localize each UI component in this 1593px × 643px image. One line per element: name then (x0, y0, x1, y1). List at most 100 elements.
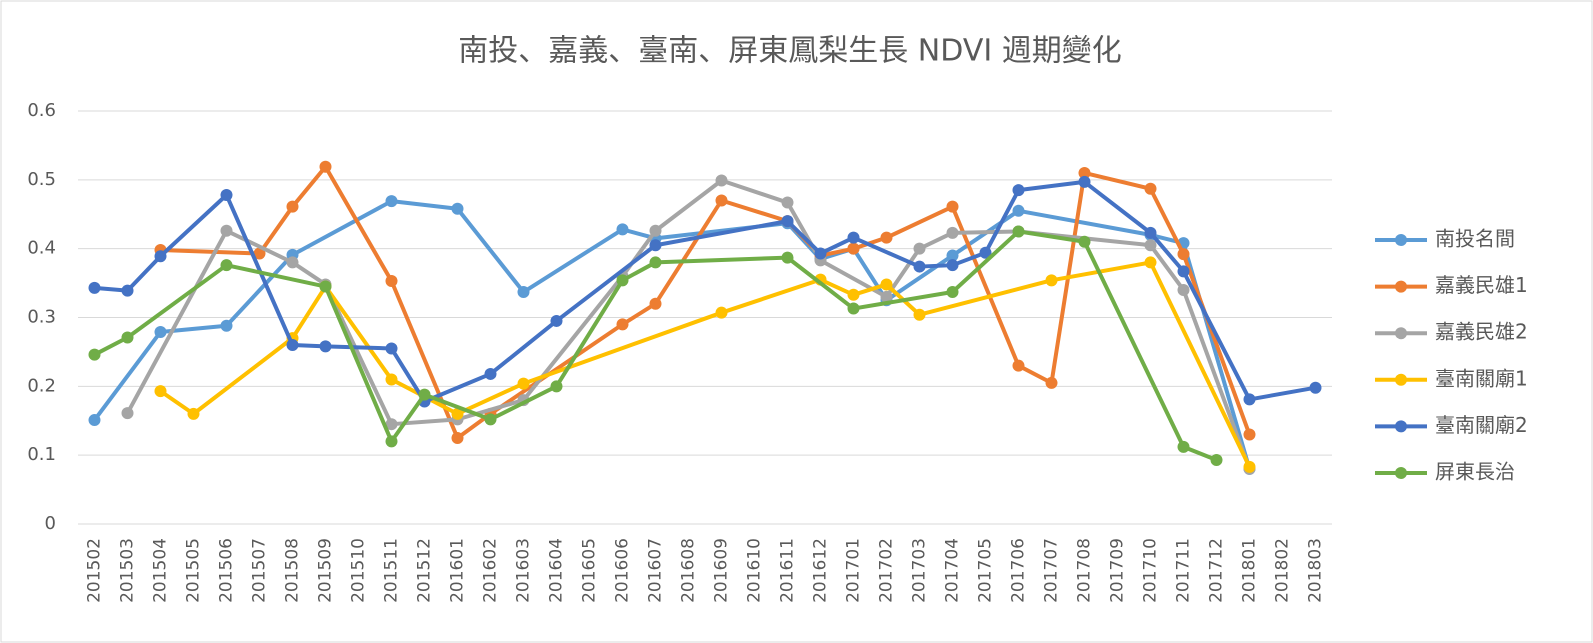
chart-title: 南投、嘉義、臺南、屏東鳳梨生長 NDVI 週期變化 (458, 34, 1121, 69)
legend-label: 屏東長治 (1435, 460, 1515, 484)
data-point (1177, 283, 1190, 296)
data-point (1144, 226, 1157, 239)
data-point (1144, 256, 1157, 269)
data-point (1012, 184, 1025, 197)
x-tick-label: 201603 (514, 538, 534, 603)
x-tick-label: 201706 (1009, 538, 1029, 603)
data-point (1177, 440, 1190, 453)
data-point (715, 174, 728, 187)
x-tick-label: 201701 (844, 538, 864, 603)
x-tick-label: 201704 (943, 538, 963, 603)
data-point (847, 242, 860, 255)
data-point (1144, 182, 1157, 195)
x-tick-label: 201508 (283, 538, 303, 603)
x-tick-label: 201803 (1306, 538, 1326, 603)
data-point (946, 249, 959, 262)
data-point (319, 340, 332, 353)
data-point (187, 407, 200, 420)
data-point (880, 278, 893, 291)
data-point (385, 418, 398, 431)
data-point (946, 226, 959, 239)
data-point (220, 188, 233, 201)
y-tick-label: 0.1 (27, 444, 56, 465)
data-point (946, 286, 959, 299)
data-point (649, 297, 662, 310)
data-point (1210, 453, 1223, 466)
x-tick-label: 201707 (1042, 538, 1062, 603)
data-point (913, 308, 926, 321)
data-point (88, 414, 101, 427)
data-point (880, 290, 893, 303)
data-point (385, 435, 398, 448)
data-point (715, 194, 728, 207)
x-tick-label: 201606 (613, 538, 633, 603)
y-tick-label: 0 (45, 513, 56, 534)
data-point (121, 284, 134, 297)
data-point (154, 250, 167, 263)
x-tick-label: 201801 (1240, 538, 1260, 603)
data-point (616, 223, 629, 236)
legend-marker (1395, 420, 1407, 433)
data-point (88, 348, 101, 361)
data-point (220, 224, 233, 237)
data-point (550, 380, 563, 393)
legend-label: 嘉義民雄1 (1435, 273, 1528, 297)
legend-marker (1395, 467, 1407, 479)
x-tick-label: 201612 (811, 538, 831, 603)
x-tick-label: 201702 (877, 538, 897, 603)
data-point (913, 242, 926, 255)
data-point (385, 275, 398, 288)
data-point (1078, 166, 1091, 179)
legend-label: 南投名間 (1435, 227, 1515, 251)
data-point (154, 385, 167, 398)
legend-label: 嘉義民雄2 (1435, 320, 1528, 344)
data-point (319, 160, 332, 173)
data-point (385, 373, 398, 386)
data-point (913, 260, 926, 273)
data-point (946, 200, 959, 213)
data-point (88, 281, 101, 294)
data-point (1012, 225, 1025, 238)
data-point (616, 274, 629, 287)
x-tick-label: 201601 (448, 538, 468, 603)
data-point (946, 259, 959, 272)
legend-label: 臺南關廟2 (1435, 413, 1528, 437)
data-point (1078, 175, 1091, 188)
data-point (649, 256, 662, 269)
legend-marker (1395, 327, 1407, 340)
data-point (1177, 265, 1190, 278)
data-point (550, 314, 563, 327)
x-tick-label: 201505 (184, 538, 204, 603)
legend-marker (1395, 234, 1407, 246)
x-tick-label: 201611 (778, 538, 798, 603)
data-point (220, 319, 233, 332)
y-tick-label: 0.2 (27, 375, 56, 396)
x-tick-label: 201503 (118, 538, 138, 603)
data-point (847, 302, 860, 315)
data-point (385, 342, 398, 355)
x-tick-label: 201802 (1273, 538, 1293, 603)
data-point (385, 195, 398, 208)
x-tick-label: 201504 (151, 538, 171, 603)
x-tick-label: 201608 (679, 538, 699, 603)
data-point (781, 251, 794, 264)
data-point (253, 247, 266, 260)
data-point (847, 231, 860, 244)
x-tick-label: 201610 (745, 538, 765, 603)
data-point (649, 239, 662, 252)
data-point (121, 331, 134, 344)
data-point (880, 231, 893, 244)
x-tick-label: 201703 (910, 538, 930, 603)
data-point (814, 247, 827, 260)
x-tick-label: 201502 (85, 538, 105, 603)
data-point (1144, 239, 1157, 252)
data-point (451, 407, 464, 420)
data-point (451, 431, 464, 444)
data-point (220, 259, 233, 272)
legend-marker (1395, 373, 1407, 386)
data-point (1045, 274, 1058, 287)
data-point (418, 388, 431, 401)
x-tick-label: 201609 (712, 538, 732, 603)
data-point (979, 246, 992, 259)
x-tick-label: 201709 (1108, 538, 1128, 603)
